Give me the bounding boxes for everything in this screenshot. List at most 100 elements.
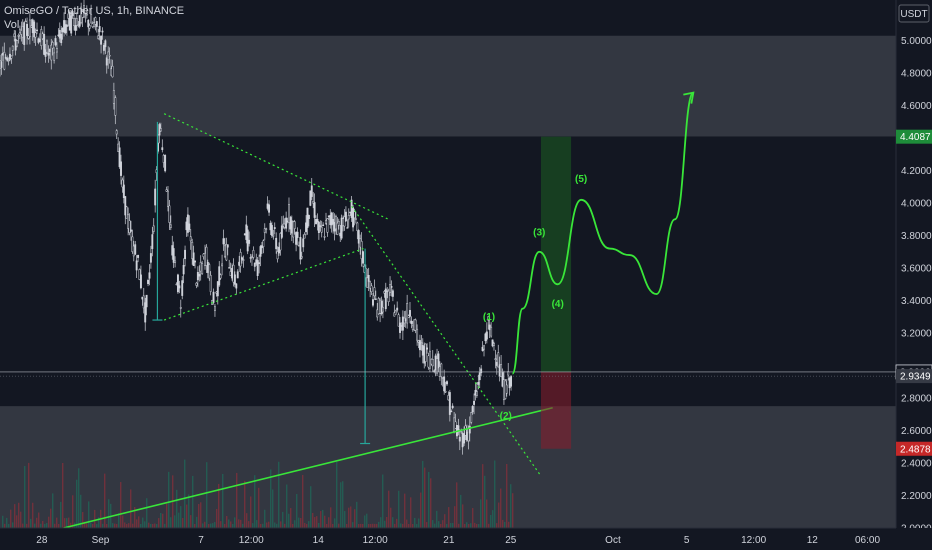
candle-body bbox=[497, 352, 500, 368]
volume-bar bbox=[152, 523, 154, 528]
candle-body bbox=[135, 260, 138, 271]
volume-bar bbox=[230, 521, 232, 528]
volume-bar bbox=[16, 515, 18, 528]
candle-body bbox=[444, 391, 447, 393]
candle-body bbox=[369, 281, 372, 289]
volume-bar bbox=[68, 517, 70, 528]
candle-body bbox=[272, 235, 275, 237]
candle-body bbox=[152, 225, 155, 232]
volume-bar bbox=[332, 523, 334, 528]
volume-bar bbox=[430, 478, 432, 528]
candle-body bbox=[228, 267, 231, 269]
volume-bar bbox=[366, 513, 368, 528]
candle-body bbox=[313, 202, 316, 218]
volume-bar bbox=[368, 523, 370, 528]
volume-bar bbox=[482, 464, 484, 528]
candle-body bbox=[241, 257, 243, 260]
candle-body bbox=[178, 285, 181, 289]
volume-bar bbox=[412, 523, 414, 528]
wave-label: (2) bbox=[500, 411, 512, 422]
volume-bar bbox=[508, 521, 510, 528]
candle-body bbox=[292, 221, 295, 238]
candle-body bbox=[118, 147, 121, 168]
volume-bar bbox=[406, 519, 408, 528]
candle-body bbox=[265, 228, 268, 230]
volume-bar bbox=[158, 518, 160, 528]
candle-body bbox=[102, 45, 105, 51]
volume-bar bbox=[92, 524, 94, 528]
candle-body bbox=[188, 223, 191, 230]
volume-bar bbox=[290, 508, 292, 528]
volume-bar bbox=[284, 523, 286, 528]
candle-body bbox=[54, 38, 57, 46]
candle-body bbox=[446, 381, 448, 385]
volume-bars bbox=[2, 459, 514, 528]
volume-bar bbox=[190, 515, 192, 528]
candle-body bbox=[148, 272, 151, 279]
candle-body bbox=[303, 234, 306, 239]
candle-body bbox=[95, 21, 98, 27]
price-label: 2.9349 bbox=[900, 372, 931, 383]
volume-bar bbox=[432, 520, 434, 528]
candle-body bbox=[212, 291, 215, 303]
candle-body bbox=[346, 227, 349, 229]
volume-bar bbox=[382, 474, 384, 528]
volume-bar bbox=[184, 459, 186, 528]
candle-body bbox=[477, 382, 480, 385]
candle-body bbox=[179, 307, 182, 309]
candle-body bbox=[51, 42, 54, 49]
y-tick-label: 4.6000 bbox=[901, 101, 932, 112]
candles bbox=[0, 0, 513, 455]
candle-body bbox=[336, 222, 339, 235]
candle-body bbox=[0, 61, 3, 68]
volume-bar bbox=[464, 523, 466, 528]
volume-bar bbox=[34, 523, 36, 528]
candle-body bbox=[262, 240, 265, 247]
candle-body bbox=[6, 57, 9, 61]
volume-bar bbox=[228, 519, 230, 528]
volume-bar bbox=[322, 509, 324, 528]
candle-body bbox=[288, 204, 290, 223]
wave-label: (4) bbox=[552, 299, 564, 310]
triangle-upper-line bbox=[163, 113, 389, 220]
volume-bar bbox=[126, 523, 128, 528]
candle-body bbox=[181, 280, 184, 296]
candle-body bbox=[268, 204, 271, 213]
volume-bar bbox=[328, 517, 330, 528]
candle-body bbox=[64, 24, 67, 34]
candle-body bbox=[279, 233, 282, 251]
volume-bar bbox=[264, 509, 266, 528]
projection-arrowhead bbox=[683, 91, 695, 104]
x-tick-label: 14 bbox=[313, 535, 325, 546]
rising-trendline bbox=[63, 407, 553, 529]
volume-bar bbox=[140, 523, 142, 528]
candle-body bbox=[373, 287, 376, 297]
candle-body bbox=[139, 274, 142, 289]
volume-bar bbox=[24, 466, 26, 528]
volume-bar bbox=[244, 480, 246, 528]
candle-body bbox=[389, 284, 392, 293]
volume-bar bbox=[444, 514, 446, 528]
candle-body bbox=[115, 130, 118, 135]
volume-bar bbox=[62, 462, 64, 528]
price-label-bg bbox=[896, 129, 932, 144]
candle-body bbox=[114, 97, 117, 116]
volume-bar bbox=[120, 482, 122, 528]
volume-bar bbox=[14, 504, 16, 528]
candle-body bbox=[437, 353, 440, 369]
volume-bar bbox=[378, 521, 380, 528]
legend: OmiseGO / Tether US, 1h, BINANCE Vol bbox=[4, 4, 184, 32]
volume-bar bbox=[360, 523, 362, 528]
candle-body bbox=[510, 376, 513, 387]
candle-body bbox=[302, 238, 305, 248]
volume-bar bbox=[426, 522, 428, 528]
volume-bar bbox=[340, 482, 342, 528]
candle-body bbox=[125, 206, 128, 219]
candle-body bbox=[390, 286, 393, 288]
volume-bar bbox=[116, 523, 118, 528]
candle-body bbox=[293, 221, 296, 229]
volume-bar bbox=[186, 504, 188, 528]
candle-body bbox=[236, 271, 239, 279]
volume-bar bbox=[200, 502, 202, 528]
